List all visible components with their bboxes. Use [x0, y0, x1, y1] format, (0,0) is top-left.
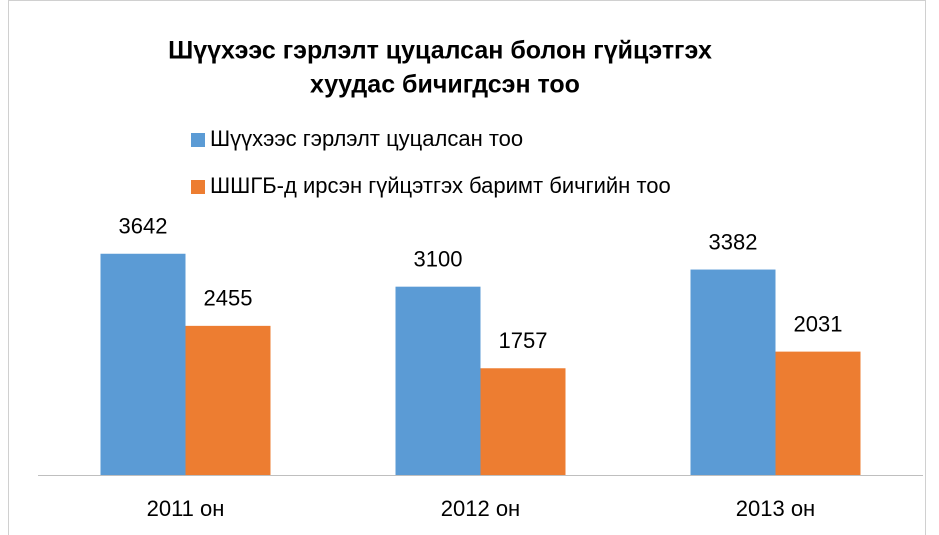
- data-label: 2031: [794, 311, 843, 336]
- data-label: 1757: [499, 328, 548, 353]
- data-label: 3642: [119, 214, 168, 239]
- data-label: 3100: [414, 246, 463, 271]
- bar: [775, 351, 861, 475]
- bar: [100, 253, 186, 475]
- bar: [690, 269, 776, 475]
- data-label: 3382: [709, 229, 758, 254]
- x-tick-label: 2011 он: [147, 496, 225, 521]
- chart-title: хуудас бичигдсэн тоо: [310, 71, 580, 99]
- bar: [395, 286, 481, 475]
- chart-title: Шүүхээс гэрлэлт цуцалсан болон гүйцэтгэх: [168, 37, 712, 65]
- legend-label: ШШГБ-д ирсэн гүйцэтгэх баримт бичгийн то…: [210, 173, 671, 198]
- bar: [185, 325, 271, 475]
- legend-swatch: [191, 133, 205, 147]
- bar: [480, 368, 566, 475]
- x-tick-label: 2013 он: [736, 496, 815, 521]
- legend-swatch: [191, 180, 205, 194]
- legend-label: Шүүхээс гэрлэлт цуцалсан тоо: [210, 126, 523, 151]
- x-tick-label: 2012 он: [441, 496, 520, 521]
- data-label: 2455: [204, 286, 253, 311]
